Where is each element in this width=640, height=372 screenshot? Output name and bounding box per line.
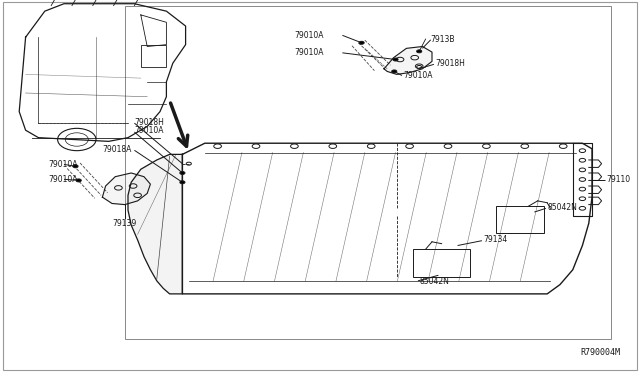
Text: 7913B: 7913B — [431, 35, 455, 44]
Text: 79018A: 79018A — [102, 145, 132, 154]
Text: 79010A: 79010A — [134, 126, 164, 135]
Polygon shape — [384, 46, 432, 74]
Text: 79110: 79110 — [607, 175, 631, 184]
Text: 79010A: 79010A — [403, 71, 433, 80]
Circle shape — [359, 41, 364, 44]
Polygon shape — [102, 173, 150, 205]
Polygon shape — [128, 154, 182, 294]
Bar — [413, 249, 470, 277]
Circle shape — [76, 179, 81, 182]
Text: 79010A: 79010A — [48, 160, 77, 169]
Text: R790004M: R790004M — [581, 348, 621, 357]
Bar — [141, 45, 166, 67]
Circle shape — [180, 181, 185, 184]
Text: 85042N: 85042N — [547, 203, 577, 212]
Circle shape — [417, 50, 422, 53]
Text: 79139: 79139 — [113, 219, 137, 228]
Text: 79018H: 79018H — [134, 118, 164, 126]
Circle shape — [180, 171, 185, 174]
Text: 79010A: 79010A — [48, 175, 77, 184]
Text: 79010A: 79010A — [294, 48, 324, 57]
Text: 79010A: 79010A — [294, 31, 324, 40]
Circle shape — [392, 70, 397, 73]
Text: 79134: 79134 — [483, 235, 508, 244]
Circle shape — [393, 58, 398, 61]
Circle shape — [73, 165, 78, 168]
Bar — [496, 206, 544, 232]
Text: 79018H: 79018H — [435, 60, 465, 68]
Text: 85042N: 85042N — [419, 277, 449, 286]
